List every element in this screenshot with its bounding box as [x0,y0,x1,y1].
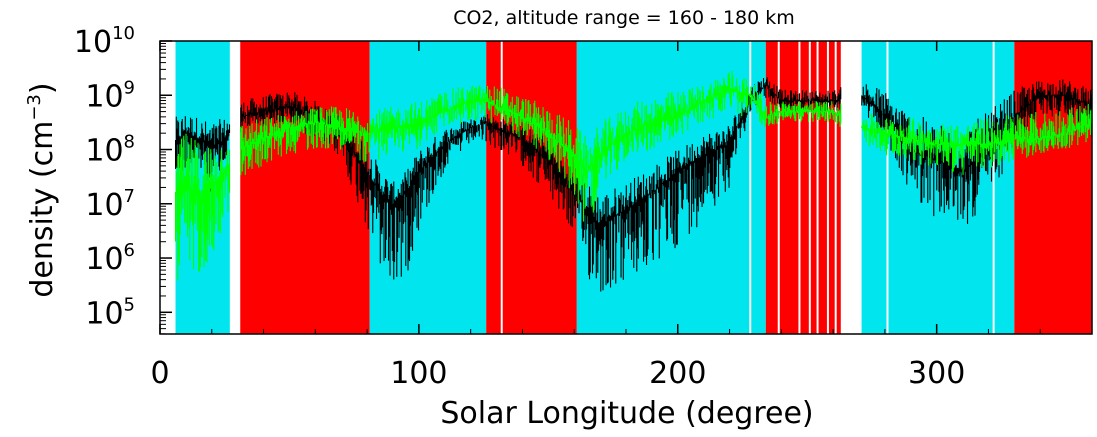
x-tick-label-3: 300 [908,356,965,391]
region-night-6 [765,41,841,334]
gap-line-1 [749,41,752,334]
y-axis-title-main: density (cm [25,121,60,298]
gap-line-2 [777,41,780,334]
y-tick-base-5: 10 [74,25,112,60]
y-tick-label-3: 108 [85,132,135,169]
y-tick-sup-0: 5 [124,294,135,315]
y-tick-label-0: 105 [85,294,135,331]
gap-line-6 [826,41,829,334]
y-axis-title-close: ) [25,82,60,94]
x-tick-label-2: 200 [649,356,706,391]
y-axis-title-sup: −3 [24,94,45,121]
y-tick-label-4: 109 [85,77,135,114]
gap-line-0 [500,41,503,334]
y-tick-base-3: 10 [85,134,123,169]
y-tick-base-1: 10 [85,242,123,277]
gap-line-4 [808,41,811,334]
y-tick-sup-4: 9 [124,77,135,98]
series-green [174,71,1092,280]
x-axis: 0 100 200 300 [150,41,1041,391]
region-night-2 [240,41,370,334]
y-tick-label-2: 107 [85,186,135,223]
x-tick-label-1: 100 [390,356,447,391]
gap-line-9 [992,41,995,334]
gap-line-3 [798,41,801,334]
region-gap-7 [840,41,862,334]
y-tick-base-2: 10 [85,188,123,223]
y-tick-sup-5: 10 [112,23,135,44]
y-tick-sup-1: 6 [124,240,135,261]
x-tick-label-0: 0 [150,356,169,391]
gap-line-7 [834,41,837,334]
y-tick-label-1: 106 [85,240,135,277]
gap-line-8 [886,41,889,334]
y-axis-title: density (cm−3) [24,82,60,297]
y-tick-base-0: 10 [85,296,123,331]
y-tick-base-4: 10 [85,79,123,114]
plot-area [174,41,1092,334]
x-axis-title: Solar Longitude (degree) [440,396,813,431]
y-tick-sup-3: 8 [124,132,135,153]
chart-title: CO2, altitude range = 160 - 180 km [453,7,795,29]
region-gap-1 [229,41,241,334]
gap-line-5 [816,41,819,334]
y-tick-sup-2: 7 [124,186,135,207]
y-tick-label-5: 1010 [74,23,135,60]
region-day-8 [861,41,1015,334]
